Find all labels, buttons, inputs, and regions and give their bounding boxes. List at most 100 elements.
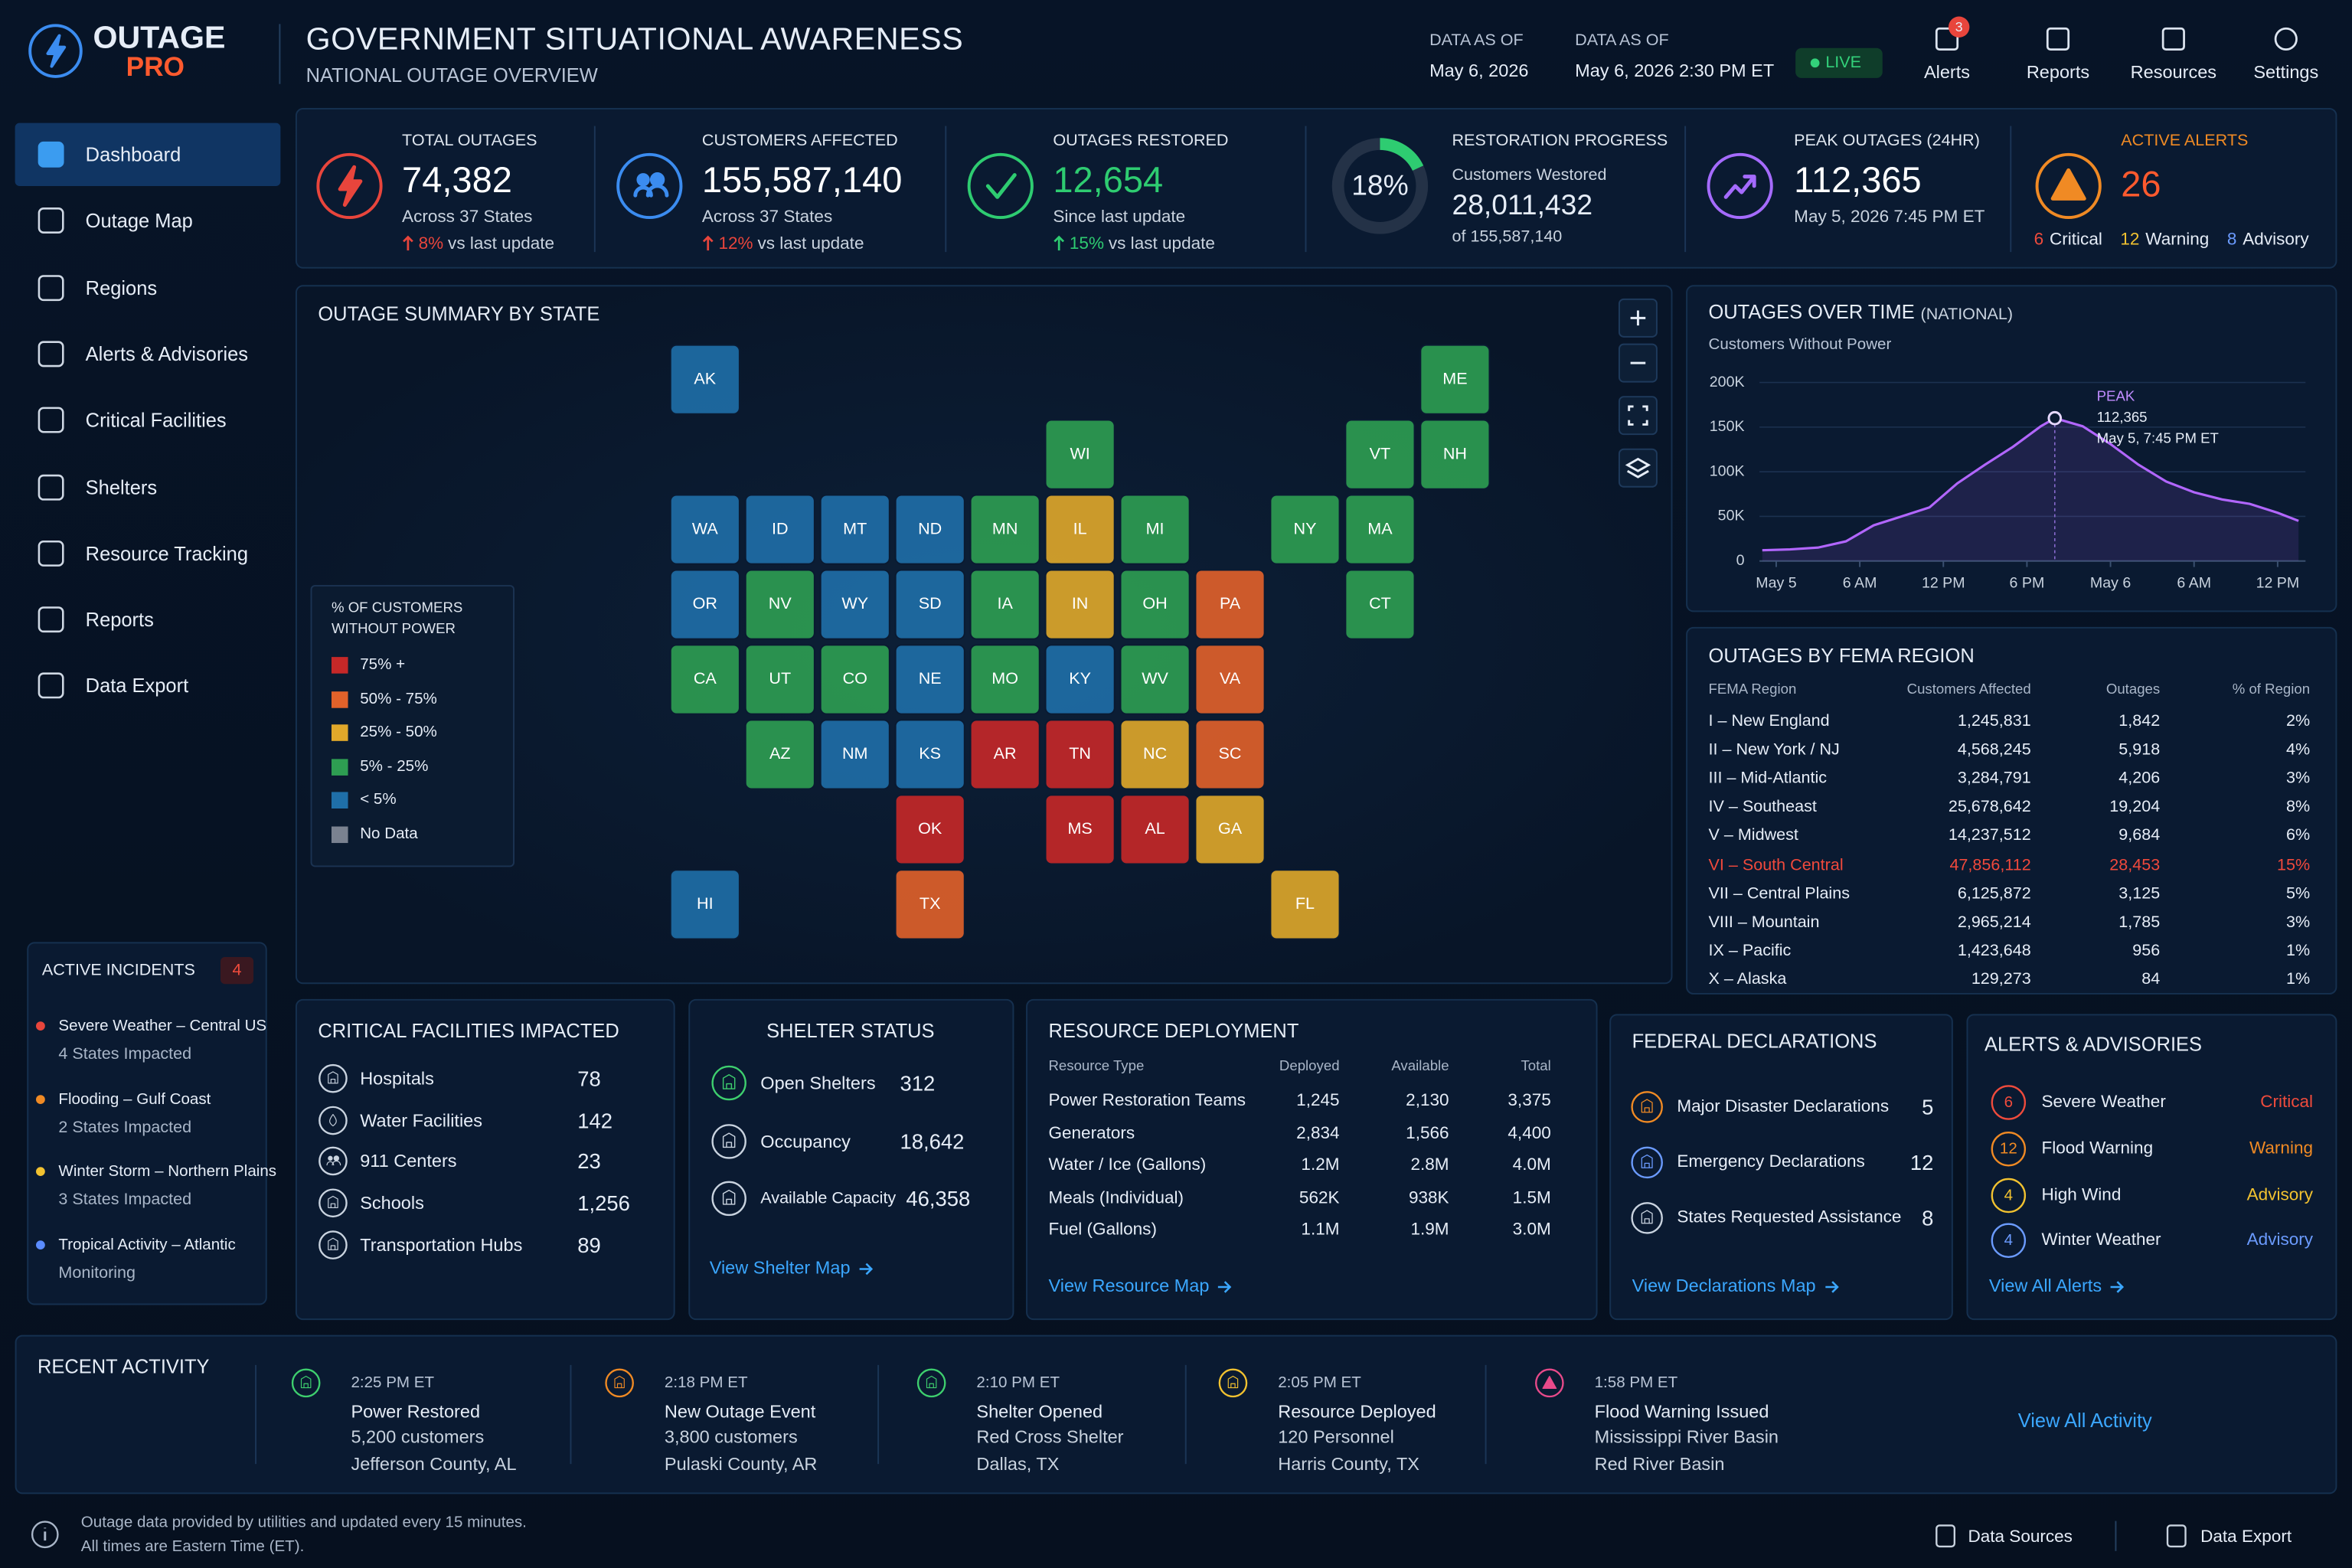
icon xyxy=(2035,152,2102,220)
fema-cell: 5% xyxy=(2285,884,2311,903)
state-label: OK xyxy=(918,818,942,838)
state-tile xyxy=(1194,644,1266,715)
resource-header: Resource Type xyxy=(1048,1058,1145,1075)
fema-cell: 47,856,112 xyxy=(1949,855,2031,874)
icon-ring xyxy=(1991,1085,2027,1120)
map-control xyxy=(1618,396,1658,436)
side-icon xyxy=(38,473,64,500)
kpi-sub: Across 37 States xyxy=(402,208,533,227)
side-nav-item[interactable]: Regions xyxy=(85,276,158,299)
fema-cell: I – New England xyxy=(1708,712,1830,731)
kpi-note: of 155,587,140 xyxy=(1452,227,1563,247)
control-box[interactable] xyxy=(1618,448,1658,488)
state-label: OR xyxy=(693,593,717,612)
state-tile xyxy=(894,569,965,640)
facility-label: Schools xyxy=(360,1192,424,1214)
footer-icon xyxy=(1936,1524,1955,1548)
legend-label: 50% - 75% xyxy=(360,689,437,707)
icon-ring xyxy=(605,1368,634,1398)
declarations-panel xyxy=(1609,1014,1953,1321)
link[interactable]: View Declarations Map xyxy=(1632,1275,1838,1296)
ring-arc xyxy=(1380,138,1424,172)
kpi-label: PEAK OUTAGES (24HR) xyxy=(1794,132,1980,150)
state-label: MT xyxy=(843,518,867,537)
nav-label[interactable]: Alerts xyxy=(1923,61,1971,83)
state-label: AZ xyxy=(769,743,791,763)
link[interactable]: View Shelter Map xyxy=(710,1257,873,1278)
icon-ring xyxy=(1631,1202,1663,1234)
icon xyxy=(291,1368,321,1398)
kpi-divider xyxy=(593,126,596,253)
kpi-label: CUSTOMERS AFFECTED xyxy=(701,132,898,150)
control-box[interactable] xyxy=(1618,396,1658,436)
state-label: MN xyxy=(992,518,1018,537)
state-label: WY xyxy=(841,593,868,612)
footer-note: Outage data provided by utilities and up… xyxy=(80,1513,527,1532)
alert-count: 12 xyxy=(2120,230,2140,250)
y-tick-label: 50K xyxy=(1718,508,1745,524)
state-label: OH xyxy=(1142,593,1167,612)
alert-level: Critical xyxy=(2260,1093,2314,1112)
state-tile xyxy=(894,644,965,715)
link[interactable]: View All Alerts xyxy=(1989,1275,2125,1296)
x-tick-label: 6 PM xyxy=(2010,574,2045,591)
icon-ring xyxy=(967,152,1034,220)
link[interactable]: View All Activity xyxy=(2017,1409,2152,1432)
side-nav-item[interactable]: Dashboard xyxy=(85,143,181,166)
nav-label[interactable]: Reports xyxy=(2026,61,2090,83)
icon-ring xyxy=(711,1181,746,1217)
fema-cell: IX – Pacific xyxy=(1708,941,1792,960)
state-tile xyxy=(1044,644,1116,715)
resource-cell: 1.9M xyxy=(1410,1221,1449,1240)
side-nav-item[interactable]: Resource Tracking xyxy=(85,541,249,565)
ring-label: 18% xyxy=(1351,171,1409,203)
fema-header: % of Region xyxy=(2232,681,2311,698)
info-ring xyxy=(31,1521,59,1549)
trend-arrow xyxy=(1054,235,1065,251)
activity-divider xyxy=(877,1364,880,1465)
side-nav-item[interactable]: Shelters xyxy=(85,475,158,498)
side-nav-item[interactable]: Alerts & Advisories xyxy=(85,342,248,365)
icon-ring xyxy=(711,1124,746,1159)
side-icon-shape xyxy=(38,606,64,633)
icon-ring xyxy=(28,24,83,78)
footer-button[interactable]: Data Sources xyxy=(1968,1528,2073,1547)
nav-label[interactable]: Resources xyxy=(2130,61,2217,83)
fema-cell: 1% xyxy=(2285,941,2311,960)
kpi-value: 26 xyxy=(2121,165,2161,206)
state-label: WI xyxy=(1070,443,1089,462)
activity-event: Shelter Opened xyxy=(976,1400,1103,1423)
nav-label[interactable]: Settings xyxy=(2253,61,2319,83)
declaration-label: States Requested Assistance xyxy=(1677,1209,1902,1227)
state-tile xyxy=(1044,419,1116,490)
y-tick-label: 200K xyxy=(1710,374,1745,390)
link[interactable]: View Resource Map xyxy=(1048,1275,1232,1296)
arrow xyxy=(1054,235,1065,251)
resource-cell: 1.2M xyxy=(1301,1156,1340,1175)
incident-detail: 3 States Impacted xyxy=(58,1191,192,1210)
live-badge xyxy=(1795,47,1883,78)
activity-event: Flood Warning Issued xyxy=(1594,1400,1769,1423)
state-tile xyxy=(1119,644,1191,715)
resource-cell: 1.5M xyxy=(1512,1189,1551,1207)
alert-name: Severe Weather xyxy=(2041,1093,2166,1112)
peak-label: PEAK xyxy=(2097,388,2135,404)
facility-value: 89 xyxy=(577,1233,601,1257)
map-control xyxy=(1618,343,1658,383)
alert-count: 8 xyxy=(2226,230,2237,250)
footer-button[interactable]: Data Export xyxy=(2200,1528,2292,1547)
icon xyxy=(711,1181,746,1217)
state-label: PA xyxy=(1220,593,1241,612)
resource-cell: 3,375 xyxy=(1508,1092,1551,1110)
fema-cell: 84 xyxy=(2141,970,2161,988)
fema-cell: 4,206 xyxy=(2118,769,2161,788)
link-arrow xyxy=(1218,1280,1232,1293)
side-nav-item[interactable]: Reports xyxy=(85,608,154,632)
side-nav-item[interactable]: Critical Facilities xyxy=(85,409,227,432)
side-nav-item[interactable]: Data Export xyxy=(85,675,189,697)
activity-divider xyxy=(255,1364,257,1465)
shelter-value: 18,642 xyxy=(900,1129,965,1154)
resource-cell: Meals (Individual) xyxy=(1048,1189,1184,1207)
side-nav-item[interactable]: Outage Map xyxy=(85,209,193,233)
x-tick-label: May 5 xyxy=(1756,574,1796,591)
